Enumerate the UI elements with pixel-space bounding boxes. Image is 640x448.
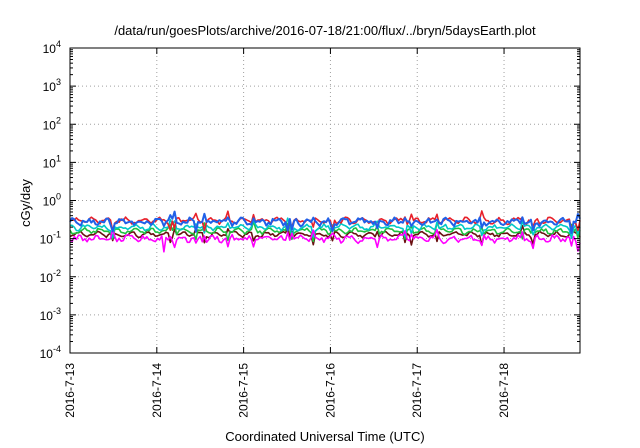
series-group <box>69 210 581 253</box>
x-tick-label: 2016-7-15 <box>237 363 251 418</box>
y-tick-label: 103 <box>43 77 61 94</box>
y-tick-label: 10-3 <box>40 306 61 323</box>
y-tick-label: 101 <box>43 153 61 170</box>
series-line <box>69 210 581 235</box>
x-axis-label: Coordinated Universal Time (UTC) <box>225 429 424 444</box>
grid <box>70 48 580 353</box>
y-tick-label: 100 <box>43 192 61 209</box>
series-line <box>69 224 581 246</box>
series-line <box>69 227 581 253</box>
series-line <box>69 217 581 240</box>
x-tick-label: 2016-7-14 <box>150 363 164 418</box>
x-axis: 2016-7-13 2016-7-14 2016-7-15 2016-7-16 2016… <box>63 48 511 418</box>
x-tick-label: 2016-7-16 <box>323 363 337 418</box>
y-tick-label: 10-1 <box>40 230 61 247</box>
y-tick-label: 104 <box>43 39 61 56</box>
x-tick-label: 2016-7-13 <box>63 363 77 418</box>
y-tick-label: 102 <box>43 115 61 132</box>
chart-title: /data/run/goesPlots/archive/2016-07-18/2… <box>114 23 536 38</box>
series-line <box>69 220 581 243</box>
y-tick-label: 10-2 <box>40 268 61 285</box>
y-axis-label: cGy/day <box>18 179 33 227</box>
y-tick-label: 10-4 <box>40 344 61 361</box>
y-axis: 10-4 10-3 10-2 10-1 100 101 102 103 104 <box>40 39 580 361</box>
x-tick-label: 2016-7-17 <box>410 363 424 418</box>
x-tick-label: 2016-7-18 <box>497 363 511 418</box>
